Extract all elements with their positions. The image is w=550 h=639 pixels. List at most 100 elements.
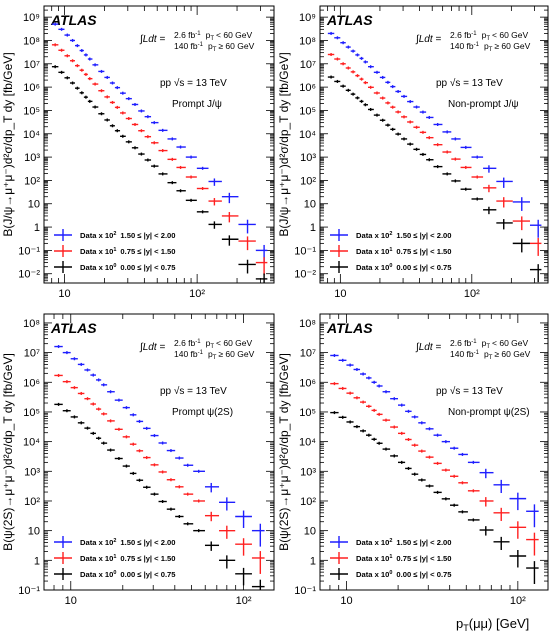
data-series-2 xyxy=(51,65,268,283)
data-point xyxy=(87,99,93,103)
data-point xyxy=(471,197,484,201)
data-point xyxy=(74,64,80,68)
data-point xyxy=(193,499,205,503)
data-point xyxy=(107,448,115,452)
data-point xyxy=(92,82,99,86)
y-tick-label: 10⁹ xyxy=(23,12,40,24)
data-point xyxy=(371,437,377,441)
data-point xyxy=(136,478,144,482)
data-point xyxy=(54,402,63,406)
data-point xyxy=(185,155,197,159)
data-point xyxy=(109,81,115,85)
data-point xyxy=(338,415,347,419)
data-point xyxy=(419,152,427,156)
data-point xyxy=(143,485,151,489)
data-point xyxy=(385,80,391,84)
y-tick-label: 10⁷ xyxy=(300,348,316,360)
data-point xyxy=(365,404,372,408)
data-point xyxy=(411,415,419,419)
data-point xyxy=(79,68,84,72)
y-tick-label: 10⁶ xyxy=(299,377,316,389)
lumi-integral: ∫Ldt = xyxy=(415,34,441,45)
legend-label: Data x 102 1.50 ≤ |y| < 2.00 xyxy=(80,538,176,547)
y-tick-label: 10 xyxy=(304,199,316,211)
y-tick-label: 10⁴ xyxy=(23,129,40,141)
lumi-integral: ∫Ldt = xyxy=(139,342,165,353)
data-point xyxy=(509,550,527,568)
legend-entry: Data x 100 0.00 ≤ |y| < 0.75 xyxy=(54,261,176,273)
data-point xyxy=(433,165,443,169)
data-point xyxy=(340,84,346,88)
y-tick-label: 10⁷ xyxy=(24,59,40,71)
data-point xyxy=(196,187,209,191)
data-point xyxy=(84,368,91,372)
y-tick-label: 10⁸ xyxy=(299,318,316,330)
data-point xyxy=(125,97,132,101)
data-point xyxy=(442,172,452,176)
data-point xyxy=(426,115,434,119)
data-point xyxy=(79,49,84,53)
y-tick-label: 10⁶ xyxy=(299,82,316,94)
energy-label: pp √s = 13 TeV xyxy=(436,77,503,89)
data-point xyxy=(382,418,391,422)
data-point xyxy=(441,440,451,444)
data-point xyxy=(371,380,377,384)
y-tick-label: 10⁻¹ xyxy=(18,585,40,597)
data-point xyxy=(131,102,139,106)
data-point xyxy=(353,396,361,400)
data-point xyxy=(442,150,452,154)
data-point xyxy=(120,134,126,138)
data-point xyxy=(95,378,102,382)
data-point xyxy=(143,456,151,460)
data-point xyxy=(426,136,434,140)
data-point xyxy=(330,411,339,415)
data-point xyxy=(167,181,177,185)
data-point xyxy=(418,421,426,425)
data-point xyxy=(363,60,369,64)
data-point xyxy=(77,391,85,395)
plot-frame xyxy=(319,313,549,591)
data-point xyxy=(467,518,480,522)
data-point xyxy=(425,427,434,431)
data-point xyxy=(208,178,222,186)
data-point xyxy=(529,264,542,283)
data-point xyxy=(509,492,527,511)
data-point xyxy=(479,526,494,536)
data-point xyxy=(526,561,539,584)
data-series-2 xyxy=(327,75,542,283)
data-point xyxy=(144,158,152,162)
data-point xyxy=(433,143,443,147)
data-point xyxy=(338,386,347,390)
data-point xyxy=(359,56,364,60)
data-point xyxy=(120,111,126,115)
data-point xyxy=(204,511,220,522)
data-point xyxy=(62,351,71,355)
data-point xyxy=(114,86,121,90)
data-point xyxy=(221,235,239,246)
data-point xyxy=(411,472,419,476)
data-point xyxy=(136,419,144,423)
y-tick-label: 10⁸ xyxy=(23,318,40,330)
data-point xyxy=(390,85,396,89)
data-point xyxy=(512,238,530,253)
data-point xyxy=(90,373,96,377)
data-point xyxy=(483,184,497,193)
data-point xyxy=(413,147,420,151)
data-point xyxy=(151,164,159,168)
data-point xyxy=(373,91,380,95)
data-point xyxy=(69,38,75,42)
data-point xyxy=(138,109,145,113)
atlas-label: ATLAS xyxy=(50,320,97,336)
data-point xyxy=(183,522,194,526)
data-point xyxy=(151,141,159,145)
lumi-row-1: 2.6 fb-1 pT < 60 GeV xyxy=(174,30,253,42)
data-point xyxy=(360,400,366,404)
data-point xyxy=(251,551,265,574)
x-tick-label: 10 xyxy=(65,595,77,607)
y-tick-label: 10⁹ xyxy=(299,12,316,24)
data-point xyxy=(451,157,461,161)
data-point xyxy=(385,101,391,105)
energy-label: pp √s = 13 TeV xyxy=(436,385,503,397)
data-point xyxy=(340,41,346,45)
data-point xyxy=(144,135,152,139)
